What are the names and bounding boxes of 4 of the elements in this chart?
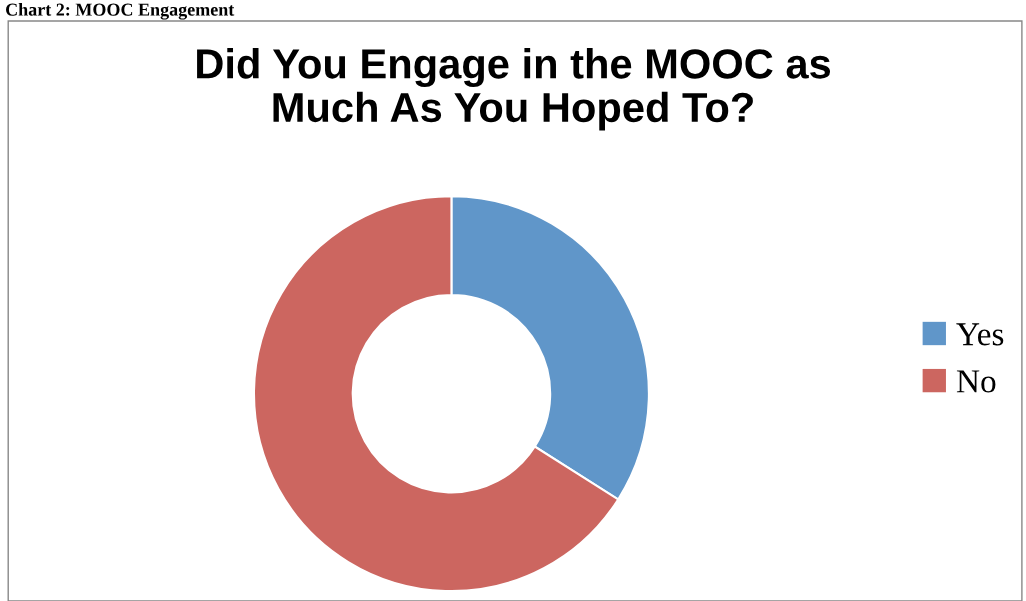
legend-label: Yes bbox=[956, 323, 1004, 346]
caption: Chart 2: MOOC Engagement bbox=[6, 3, 235, 20]
legend-label: No bbox=[956, 370, 996, 393]
chart-title: Did You Engage in the MOOC as Much As You Hoped To? bbox=[197, 48, 831, 131]
